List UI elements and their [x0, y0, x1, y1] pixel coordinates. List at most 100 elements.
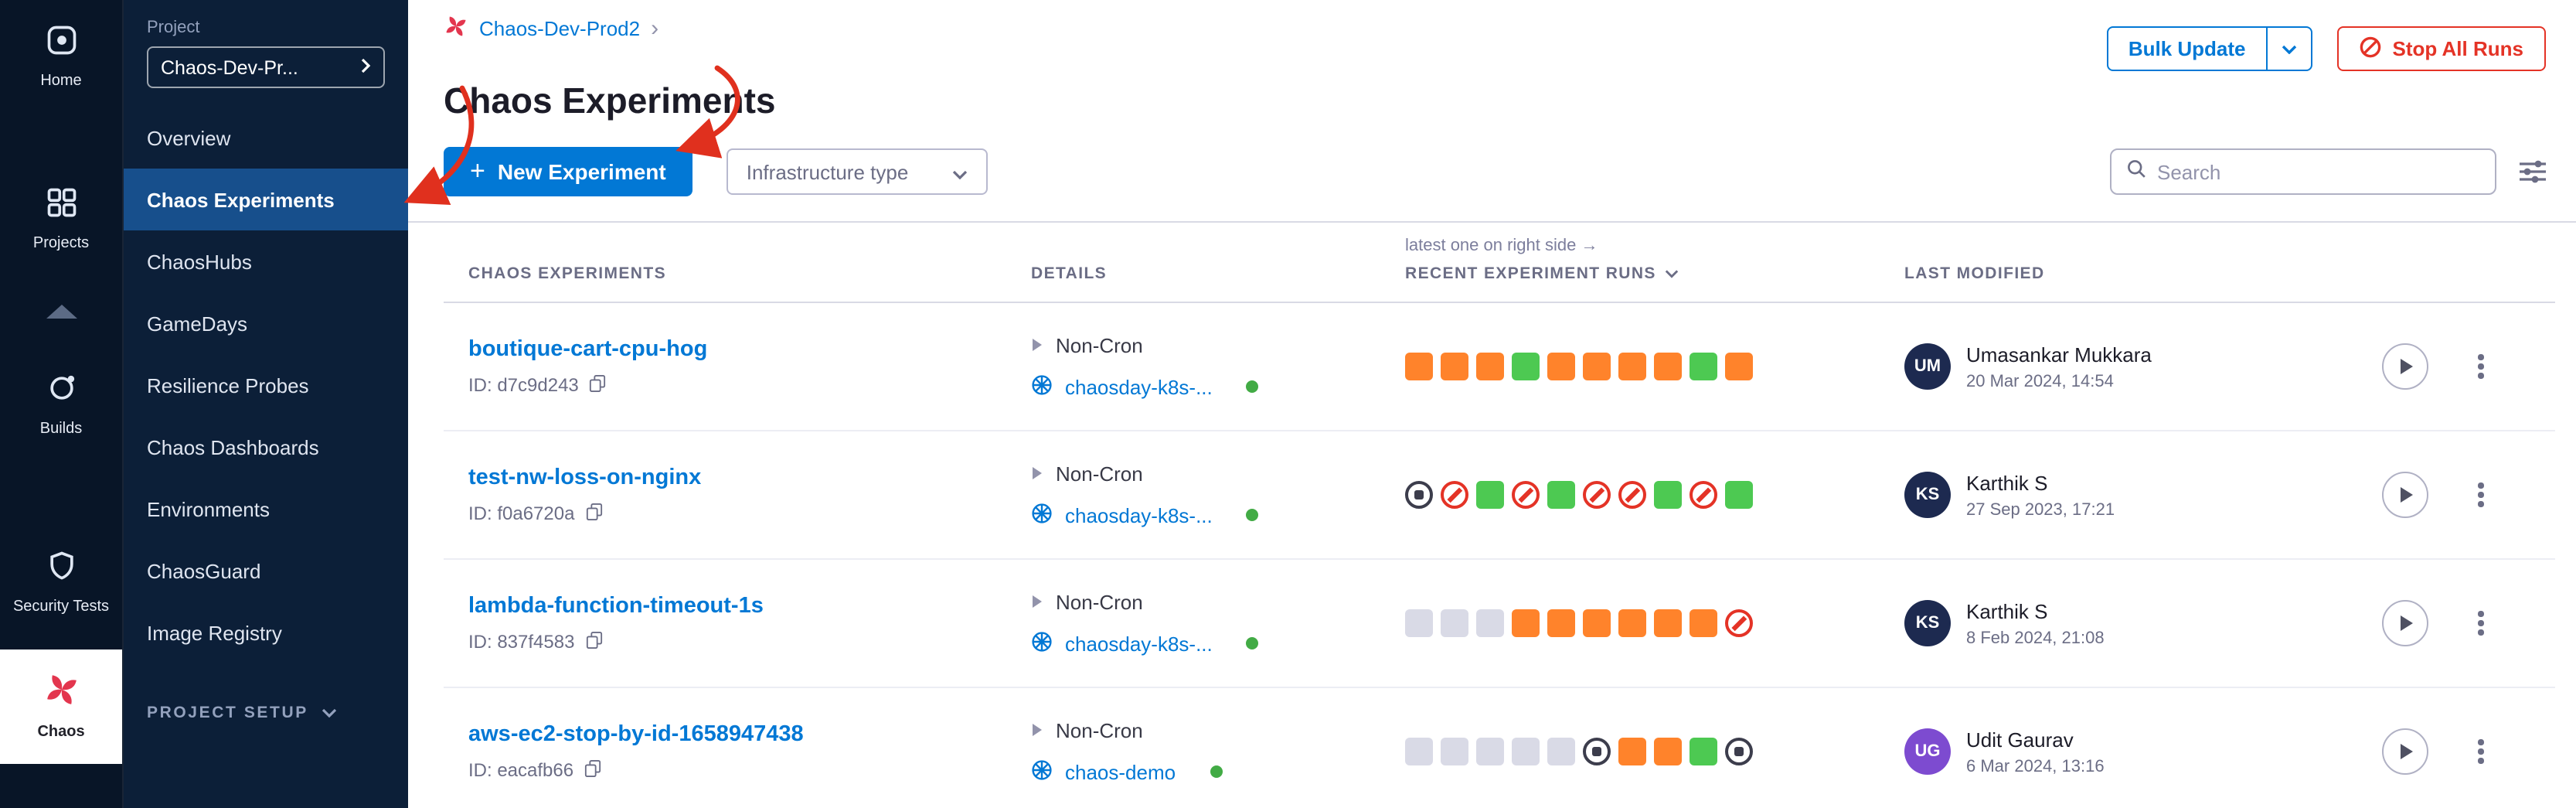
copy-icon[interactable] — [584, 759, 601, 782]
experiment-id: ID: 837f4583 — [468, 631, 575, 653]
rail-item-chaos[interactable]: Chaos — [0, 649, 122, 764]
project-setup-toggle[interactable]: PROJECT SETUP — [124, 704, 408, 722]
run-status-orange-icon[interactable] — [1618, 738, 1646, 765]
run-status-error-icon[interactable] — [1618, 481, 1646, 509]
chevron-down-icon — [322, 704, 338, 722]
run-status-error-icon[interactable] — [1690, 481, 1717, 509]
run-status-gray-icon[interactable] — [1405, 738, 1433, 765]
run-status-green-icon[interactable] — [1476, 481, 1504, 509]
experiment-name-link[interactable]: test-nw-loss-on-nginx — [468, 465, 702, 489]
run-status-orange-icon[interactable] — [1654, 353, 1682, 380]
infrastructure-type-select[interactable]: Infrastructure type — [726, 148, 988, 195]
run-status-orange-icon[interactable] — [1725, 353, 1753, 380]
shield-icon — [44, 549, 78, 591]
chevron-down-icon[interactable] — [2268, 44, 2311, 53]
run-status-green-icon[interactable] — [1547, 481, 1575, 509]
run-experiment-button[interactable] — [2382, 600, 2428, 646]
sidebar-item-resilience-probes[interactable]: Resilience Probes — [147, 373, 309, 397]
run-status-orange-icon[interactable] — [1547, 609, 1575, 637]
run-status-gray-icon[interactable] — [1405, 609, 1433, 637]
schedule-type: Non-Cron — [1056, 590, 1143, 613]
rail-item-more[interactable] — [0, 795, 122, 808]
breadcrumb-project-link[interactable]: Chaos-Dev-Prod2 — [479, 17, 641, 40]
run-status-orange-icon[interactable] — [1405, 353, 1433, 380]
run-status-green-icon[interactable] — [1654, 481, 1682, 509]
run-status-error-icon[interactable] — [1512, 481, 1540, 509]
run-status-gray-icon[interactable] — [1441, 609, 1468, 637]
run-status-orange-icon[interactable] — [1476, 353, 1504, 380]
run-status-stopped-icon[interactable] — [1725, 738, 1753, 765]
copy-icon[interactable] — [590, 373, 607, 397]
experiment-name-link[interactable]: boutique-cart-cpu-hog — [468, 336, 708, 361]
run-status-gray-icon[interactable] — [1476, 738, 1504, 765]
run-status-orange-icon[interactable] — [1654, 609, 1682, 637]
infrastructure-link[interactable]: chaosday-k8s-... — [1065, 375, 1213, 398]
column-header-recent-runs[interactable]: RECENT EXPERIMENT RUNS — [1405, 264, 1904, 283]
copy-icon[interactable] — [585, 630, 602, 653]
bulk-update-button[interactable]: Bulk Update — [2106, 26, 2312, 71]
play-icon — [2401, 744, 2413, 759]
row-menu-button[interactable] — [2472, 605, 2489, 642]
infrastructure-link[interactable]: chaos-demo — [1065, 760, 1176, 783]
main-content: Chaos-Dev-Prod2 › Bulk Update — [408, 0, 2576, 808]
run-status-green-icon[interactable] — [1690, 738, 1717, 765]
run-status-orange-icon[interactable] — [1690, 609, 1717, 637]
run-status-gray-icon[interactable] — [1441, 738, 1468, 765]
breadcrumb-separator: › — [651, 15, 659, 41]
run-status-orange-icon[interactable] — [1441, 353, 1468, 380]
run-status-orange-icon[interactable] — [1512, 609, 1540, 637]
run-status-orange-icon[interactable] — [1583, 609, 1611, 637]
sidebar-item-chaoshubs[interactable]: ChaosHubs — [147, 250, 252, 273]
run-status-orange-icon[interactable] — [1547, 353, 1575, 380]
infrastructure-link[interactable]: chaosday-k8s-... — [1065, 632, 1213, 655]
new-experiment-button[interactable]: + New Experiment — [444, 147, 692, 196]
sidebar-item-gamedays[interactable]: GameDays — [147, 312, 248, 335]
filter-icon[interactable] — [2519, 159, 2545, 184]
play-icon — [2401, 359, 2413, 374]
infrastructure-link[interactable]: chaosday-k8s-... — [1065, 503, 1213, 527]
play-icon — [2401, 615, 2413, 631]
copy-icon[interactable] — [585, 502, 602, 525]
run-status-orange-icon[interactable] — [1618, 353, 1646, 380]
run-status-orange-icon[interactable] — [1618, 609, 1646, 637]
run-status-green-icon[interactable] — [1690, 353, 1717, 380]
run-experiment-button[interactable] — [2382, 472, 2428, 518]
run-status-error-icon[interactable] — [1725, 609, 1753, 637]
run-status-green-icon[interactable] — [1725, 481, 1753, 509]
run-status-gray-icon[interactable] — [1547, 738, 1575, 765]
run-experiment-button[interactable] — [2382, 728, 2428, 775]
run-status-stopped-icon[interactable] — [1405, 481, 1433, 509]
search-input[interactable] — [2157, 160, 2480, 183]
schedule-type: Non-Cron — [1056, 333, 1143, 356]
sidebar-item-chaos-experiments[interactable]: Chaos Experiments — [124, 169, 408, 230]
rail-item-home[interactable]: Home — [0, 9, 122, 104]
run-status-error-icon[interactable] — [1583, 481, 1611, 509]
run-experiment-button[interactable] — [2382, 343, 2428, 390]
section-divider — [408, 221, 2576, 223]
row-menu-button[interactable] — [2472, 734, 2489, 770]
row-menu-button[interactable] — [2472, 477, 2489, 513]
rail-item-security-tests[interactable]: Security Tests — [0, 535, 122, 629]
experiment-name-link[interactable]: aws-ec2-stop-by-id-1658947438 — [468, 721, 804, 746]
kubernetes-icon — [1031, 759, 1053, 785]
infra-status-dot — [1246, 509, 1259, 521]
run-status-stopped-icon[interactable] — [1583, 738, 1611, 765]
rail-item-collapsed-module[interactable] — [0, 294, 122, 336]
experiment-name-link[interactable]: lambda-function-timeout-1s — [468, 593, 764, 618]
run-status-green-icon[interactable] — [1512, 353, 1540, 380]
run-status-error-icon[interactable] — [1441, 481, 1468, 509]
sidebar-item-overview[interactable]: Overview — [147, 126, 231, 149]
sidebar-item-chaos-dashboards[interactable]: Chaos Dashboards — [147, 435, 319, 459]
run-status-orange-icon[interactable] — [1654, 738, 1682, 765]
sidebar-item-image-registry[interactable]: Image Registry — [147, 621, 282, 644]
rail-item-projects[interactable]: Projects — [0, 172, 122, 266]
sidebar-item-chaosguard[interactable]: ChaosGuard — [147, 559, 261, 582]
run-status-gray-icon[interactable] — [1476, 609, 1504, 637]
stop-all-runs-button[interactable]: Stop All Runs — [2336, 26, 2545, 71]
rail-item-builds[interactable]: Builds — [0, 357, 122, 452]
run-status-gray-icon[interactable] — [1512, 738, 1540, 765]
row-menu-button[interactable] — [2472, 349, 2489, 385]
run-status-orange-icon[interactable] — [1583, 353, 1611, 380]
project-selector[interactable]: Chaos-Dev-Pr... — [147, 46, 385, 88]
sidebar-item-environments[interactable]: Environments — [147, 497, 270, 520]
